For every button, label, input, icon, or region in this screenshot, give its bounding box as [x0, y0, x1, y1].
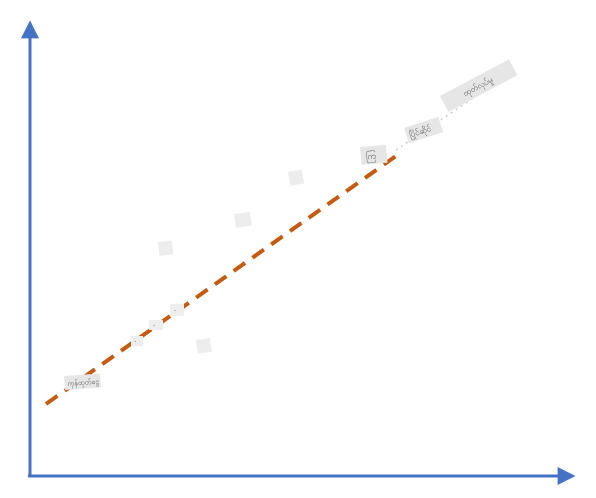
label-upper-1: ကြ [360, 144, 388, 165]
label-upper-2: ပြိုင်ဆိုင် [404, 116, 444, 144]
trend-line [44, 154, 398, 406]
svg-text:·: · [174, 307, 176, 315]
svg-text:ကုန်ထုတ်ငွေ: ကုန်ထုတ်ငွေ [67, 378, 99, 389]
label-mid-3: · [170, 304, 184, 316]
svg-text:·: · [134, 338, 136, 346]
floating-box-1 [158, 240, 174, 256]
label-mid-1: · [131, 336, 143, 346]
floating-box-4 [196, 338, 212, 354]
svg-text:·: · [153, 322, 155, 330]
label-top-right: ထုတ်လုပ်မှု [440, 59, 518, 112]
svg-text:ကြ: ကြ [365, 150, 377, 164]
label-mid-2: · [149, 320, 163, 330]
floating-box-2 [234, 211, 252, 228]
label-near-origin: ကုန်ထုတ်ငွေ [63, 373, 101, 390]
floating-box-3 [288, 169, 305, 186]
